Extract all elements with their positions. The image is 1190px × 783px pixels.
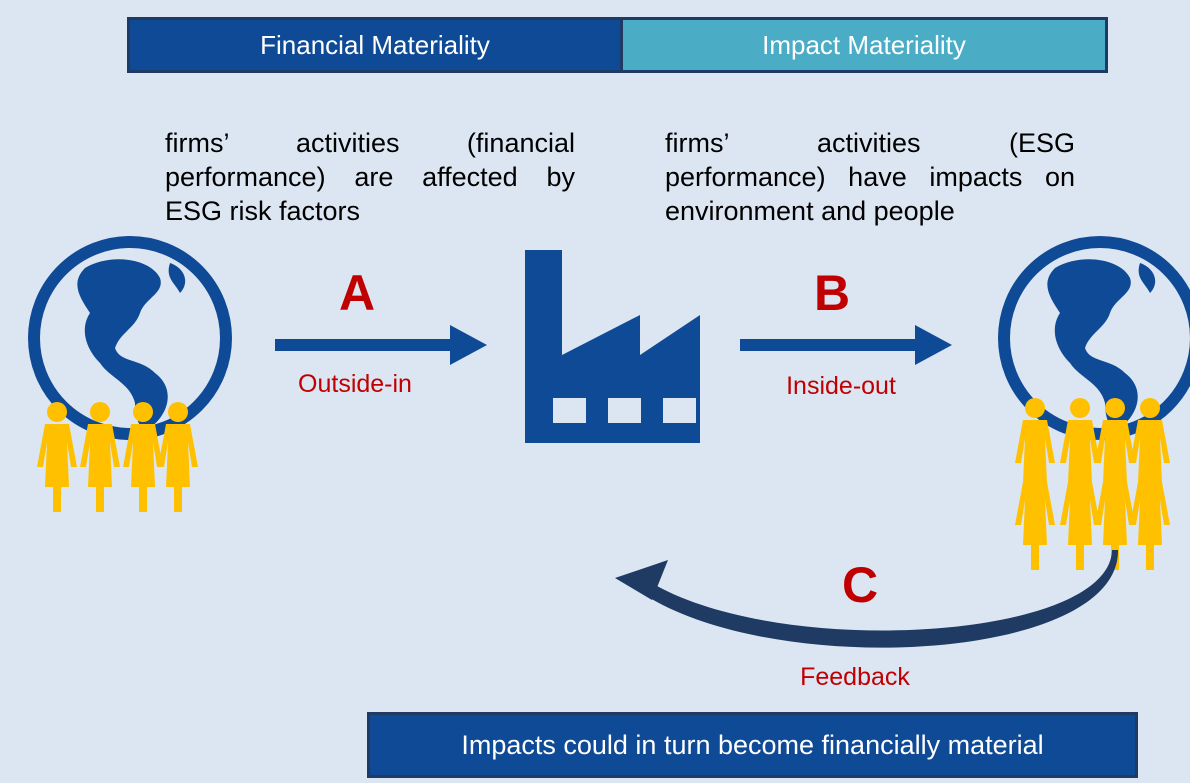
- factory: [525, 250, 700, 443]
- label-c: Feedback: [800, 663, 910, 691]
- globe-left: [34, 242, 226, 512]
- label-b: Inside-out: [786, 372, 896, 400]
- letter-b: B: [813, 265, 851, 321]
- label-a: Outside-in: [298, 370, 412, 398]
- arrow-a: [275, 325, 487, 365]
- impact-header: Impact Materiality: [620, 17, 1108, 73]
- financial-header: Financial Materiality: [127, 17, 623, 73]
- left-description: firms’ activities (financial performance…: [165, 128, 575, 226]
- globe-right: [1004, 242, 1190, 570]
- footer-box: Impacts could in turn become financially…: [367, 712, 1138, 778]
- arrow-c: [615, 550, 1119, 648]
- letter-c: C: [841, 557, 879, 613]
- arrow-b: [740, 325, 952, 365]
- right-description: firms’ activities (ESG performance) have…: [665, 128, 1075, 226]
- letter-a: A: [338, 265, 376, 321]
